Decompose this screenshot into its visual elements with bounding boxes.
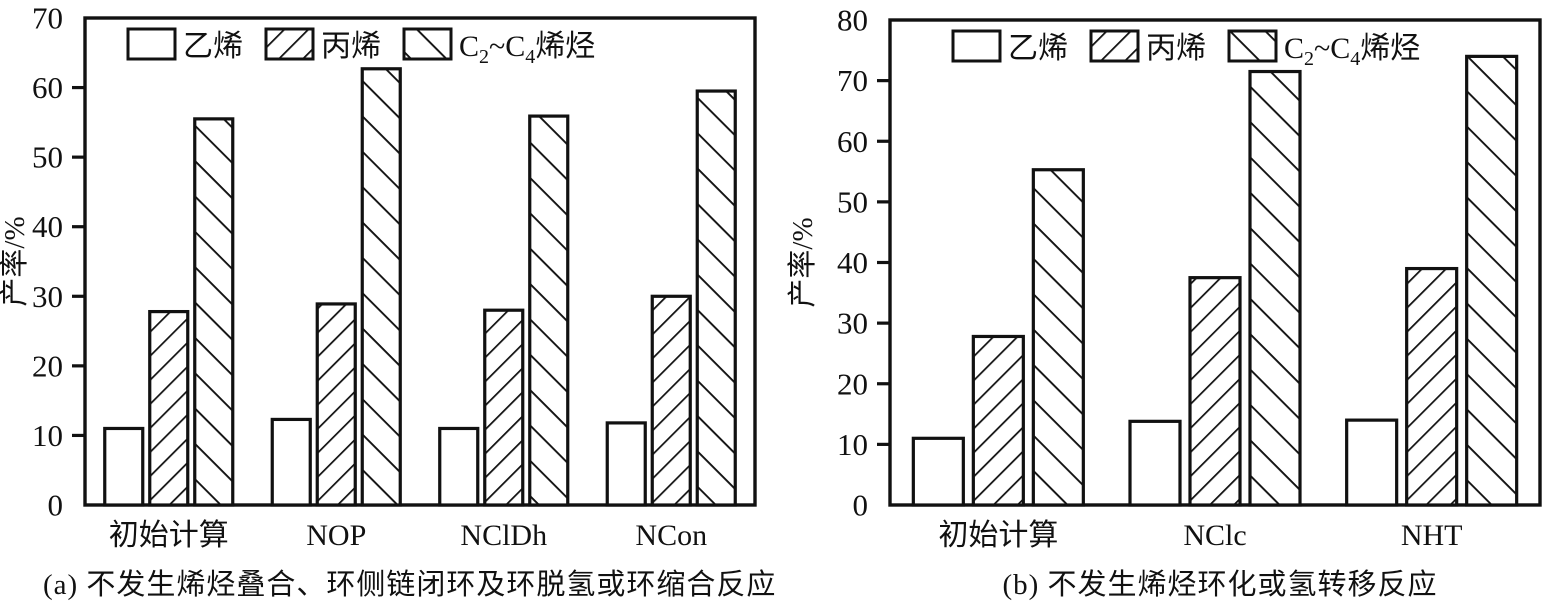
bar-C2~C4烯烃-NOP [360, 67, 402, 507]
legend-label-C2~C4烯烃: C2~C4烯烃 [1284, 32, 1420, 70]
x-category-label: NClc [1183, 519, 1246, 552]
panel-b-caption: (b) 不发生烯烃环化或氢转移反应 [1002, 569, 1438, 601]
legend-label-丙烯: 丙烯 [1146, 32, 1206, 65]
y-tick-label: 0 [48, 488, 64, 523]
bar-乙烯-NHT [1345, 418, 1399, 507]
bar-乙烯-初始计算 [103, 426, 145, 507]
legend-label-C2~C4烯烃: C2~C4烯烃 [459, 30, 595, 68]
legend-swatch-丙烯 [264, 27, 315, 61]
y-axis-label: 产率/% [786, 217, 819, 307]
bar-乙烯-NClDh [438, 426, 480, 507]
y-tick-label: 50 [32, 140, 63, 175]
legend-swatch-C2~C4烯烃 [402, 27, 453, 61]
y-tick-label: 20 [837, 366, 868, 401]
y-tick-label: 30 [32, 279, 63, 314]
y-tick-label: 40 [837, 245, 868, 280]
y-tick-label: 10 [32, 418, 63, 453]
panel-a-chart: 0 10 20 30 40 50 60 70 产率/% 初始计算 NOP NClDh NCon 乙烯 丙烯 C… [0, 1, 757, 552]
y-tick-label: 40 [32, 209, 63, 244]
bar-丙烯-NClc [1188, 276, 1242, 507]
y-tick-label: 10 [837, 427, 868, 462]
legend-swatch-C2~C4烯烃 [1227, 29, 1278, 63]
legend-swatch-乙烯 [126, 27, 177, 61]
bar-乙烯-初始计算 [911, 436, 965, 507]
bar-乙烯-NClc [1128, 419, 1182, 507]
bar-乙烯-NCon [605, 421, 647, 507]
legend-label-乙烯: 乙烯 [183, 30, 243, 63]
x-category-label: 初始计算 [938, 519, 1058, 552]
bar-丙烯-NClDh [483, 308, 525, 507]
y-tick-label: 70 [837, 63, 868, 98]
bar-C2~C4烯烃-NClc [1248, 69, 1302, 507]
panel-b: 0 10 20 30 40 50 60 70 80 产率/% 初始计算 NClc NHT 乙烯 丙烯 C2~C… [776, 0, 1553, 609]
bar-C2~C4烯烃-NCon [695, 89, 737, 507]
y-tick-label: 60 [837, 124, 868, 159]
y-tick-label: 60 [32, 70, 63, 105]
panel-a: 0 10 20 30 40 50 60 70 产率/% 初始计算 NOP NClDh NCon 乙烯 丙烯 C… [0, 0, 776, 609]
y-tick-label: 50 [837, 184, 868, 219]
bar-C2~C4烯烃-初始计算 [193, 117, 235, 507]
legend-label-乙烯: 乙烯 [1008, 32, 1068, 65]
bar-丙烯-NHT [1405, 266, 1459, 507]
panel-b-chart: 0 10 20 30 40 50 60 70 80 产率/% 初始计算 NClc NHT 乙烯 丙烯 C2~C… [786, 3, 1542, 552]
y-tick-label: 70 [32, 1, 63, 36]
legend-label-丙烯: 丙烯 [321, 30, 381, 63]
bar-C2~C4烯烃-初始计算 [1031, 168, 1085, 507]
panel-a-caption: (a) 不发生烯烃叠合、环侧链闭环及环脱氢或环缩合反应 [43, 569, 777, 601]
bar-丙烯-NOP [315, 302, 357, 507]
bar-C2~C4烯烃-NClDh [528, 114, 570, 507]
bar-丙烯-NCon [650, 294, 692, 507]
legend-swatch-乙烯 [951, 29, 1002, 63]
legend-swatch-丙烯 [1089, 29, 1140, 63]
bar-乙烯-NOP [270, 417, 312, 507]
x-category-label: NClDh [460, 519, 547, 552]
x-category-label: NCon [635, 519, 707, 552]
bar-丙烯-初始计算 [971, 334, 1025, 507]
y-axis-label: 产率/% [0, 216, 31, 306]
bar-C2~C4烯烃-NHT [1465, 54, 1519, 507]
y-tick-label: 20 [32, 348, 63, 383]
x-category-label: NHT [1401, 519, 1463, 552]
x-category-label: 初始计算 [109, 519, 229, 552]
y-tick-label: 0 [853, 488, 869, 523]
y-tick-label: 80 [837, 3, 868, 38]
x-category-label: NOP [306, 519, 366, 552]
bar-丙烯-初始计算 [148, 309, 190, 507]
plot-frame [83, 16, 757, 507]
y-tick-label: 30 [837, 306, 868, 341]
